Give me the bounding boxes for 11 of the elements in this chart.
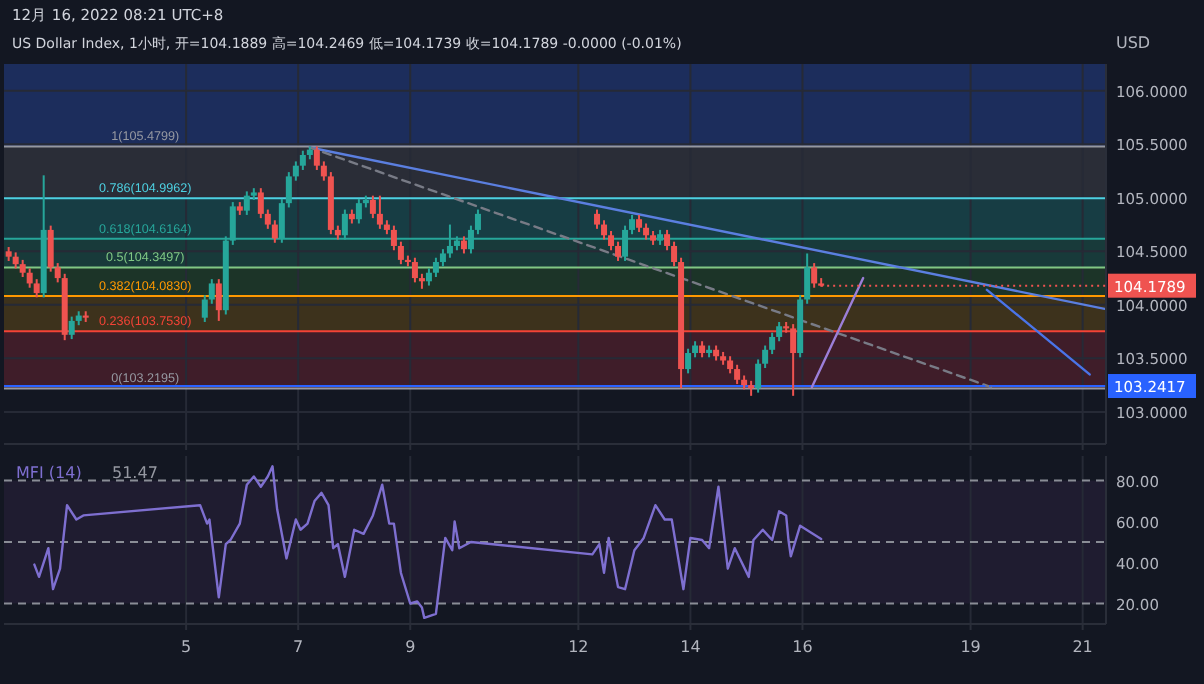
series-label: MFI (14): [16, 464, 82, 482]
x-tick-label: 16: [792, 638, 813, 656]
x-tick-label: 21: [1072, 638, 1093, 656]
x-tick-label: 14: [680, 638, 701, 656]
x-tick-label: 7: [293, 638, 304, 656]
x-tick-label: 5: [181, 638, 192, 656]
x-tick-label: 19: [960, 638, 981, 656]
x-tick-label: 12: [568, 638, 589, 656]
x-tick-label: 9: [405, 638, 416, 656]
y-axis-title: USD: [1116, 34, 1151, 52]
annotation: 51.47: [112, 464, 158, 482]
